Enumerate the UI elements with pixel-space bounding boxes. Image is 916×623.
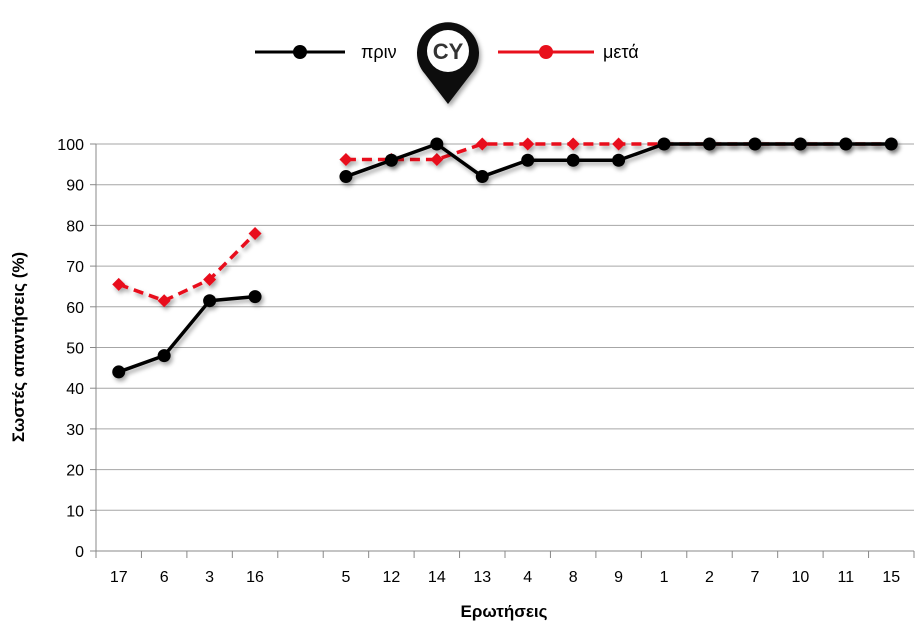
data-point [521, 153, 535, 167]
data-point [248, 290, 262, 304]
data-point [157, 349, 171, 363]
gridlines [96, 143, 914, 511]
data-point [884, 137, 898, 151]
y-tick-label: 20 [66, 463, 84, 480]
data-point [839, 137, 853, 151]
x-tick-label: 4 [523, 569, 532, 586]
legend-marker-before [293, 45, 307, 59]
x-tick-label: 14 [428, 569, 446, 586]
data-point [566, 137, 580, 151]
x-tick-label: 12 [382, 569, 400, 586]
data-point [112, 365, 126, 379]
data-point [203, 273, 217, 287]
data-point [521, 137, 535, 151]
y-tick-label: 50 [66, 341, 84, 358]
data-point [748, 137, 762, 151]
data-point [657, 137, 671, 151]
data-point [703, 137, 716, 151]
data-point [475, 170, 489, 184]
x-tick-label: 8 [569, 569, 578, 586]
x-tick-label: 9 [614, 569, 623, 586]
y-tick-label: 90 [66, 178, 84, 195]
data-point [339, 170, 353, 184]
location-pin-icon [417, 22, 479, 105]
x-tick-label: 13 [473, 569, 491, 586]
legend: πριν CY μετά [255, 22, 639, 105]
data-point [248, 227, 262, 241]
data-point [339, 152, 353, 166]
legend-label-after: μετά [603, 42, 639, 62]
y-tick-label: 10 [66, 503, 84, 520]
data-point [566, 153, 580, 167]
y-tick-label: 60 [66, 300, 84, 317]
data-point [203, 294, 217, 308]
series-layer [112, 137, 898, 379]
data-point [793, 137, 807, 151]
data-point [475, 137, 489, 151]
data-point [612, 137, 626, 151]
data-point [430, 152, 444, 166]
x-tick-label: 10 [791, 569, 809, 586]
x-tick-label: 16 [246, 569, 264, 586]
x-tick-label: 1 [660, 569, 669, 586]
data-point [384, 153, 398, 167]
x-tick-label: 3 [205, 569, 214, 586]
data-point [112, 277, 126, 291]
y-tick-label: 100 [57, 137, 84, 154]
legend-label-before: πριν [361, 42, 397, 62]
series-line [118, 232, 257, 303]
y-axis-ticks: 0 10 20 30 40 50 60 70 80 90 100 [57, 137, 96, 561]
data-point [157, 294, 171, 308]
series-after [112, 137, 898, 308]
y-tick-label: 80 [66, 218, 84, 235]
y-tick-label: 30 [66, 422, 84, 439]
data-point [430, 137, 444, 151]
series-line [118, 294, 256, 374]
y-axis-title: Σωστές απαντήσεις (%) [9, 252, 28, 442]
x-tick-label: 7 [750, 569, 759, 586]
legend-marker-after [539, 45, 553, 59]
x-tick-label: 5 [341, 569, 350, 586]
y-tick-label: 40 [66, 381, 84, 398]
x-tick-label: 6 [160, 569, 169, 586]
series-before [112, 137, 898, 379]
x-tick-label: 15 [882, 569, 900, 586]
x-axis-title: Ερωτήσεις [461, 602, 548, 621]
x-axis: 17 6 3 16 5 12 14 13 4 8 9 1 2 7 10 11 15 [95, 144, 915, 586]
x-tick-label: 17 [110, 569, 128, 586]
x-tick-label: 2 [705, 569, 714, 586]
x-tick-label: 11 [838, 569, 855, 586]
y-tick-label: 70 [66, 259, 84, 276]
y-tick-label: 0 [75, 544, 84, 561]
cy-badge-text: CY [433, 39, 464, 64]
data-point [612, 153, 626, 167]
